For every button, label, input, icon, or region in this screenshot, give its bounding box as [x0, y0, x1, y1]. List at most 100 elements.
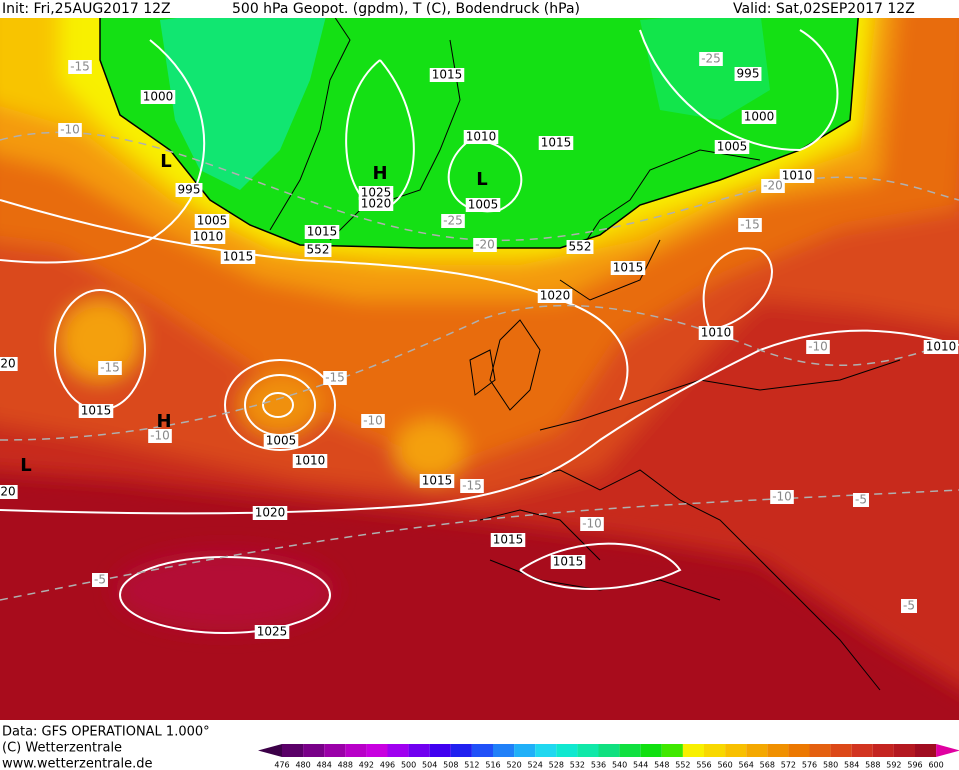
pressure-center: L [160, 151, 171, 172]
colorbar-label: 560 [717, 761, 732, 770]
colorbar-box [366, 744, 388, 757]
label-box [566, 240, 594, 254]
label-box [714, 140, 750, 154]
contour-label: -25 [701, 52, 721, 66]
label-box [358, 197, 394, 211]
colorbar-label: 476 [274, 761, 289, 770]
label-box [220, 250, 256, 264]
label-box [263, 434, 299, 448]
label-box [252, 506, 288, 520]
label-box [538, 136, 574, 150]
colorbar-label: 508 [443, 761, 458, 770]
colorbar-label: 548 [654, 761, 669, 770]
label-box [304, 243, 332, 257]
label-box [761, 179, 785, 193]
contour-label: -15 [740, 218, 760, 232]
label-box [550, 555, 586, 569]
colorbar-box [345, 744, 367, 757]
contour-label: 1025 [361, 186, 392, 200]
colorbar-label: 480 [295, 761, 310, 770]
label-box [0, 485, 18, 499]
contour-label: 1015 [493, 533, 524, 547]
colorbar-box [493, 744, 515, 757]
contour-label: -15 [100, 361, 120, 375]
label-box [698, 326, 734, 340]
label-box [806, 340, 830, 354]
label-box [923, 340, 959, 354]
colorbar-box [872, 744, 894, 757]
contour-label: -5 [903, 599, 915, 613]
label-box [463, 130, 499, 144]
colorbar-box [324, 744, 346, 757]
label-box [490, 533, 526, 547]
label-box [465, 198, 501, 212]
colorbar-label: 600 [928, 761, 943, 770]
contour-label: -10 [60, 123, 80, 137]
contour-label: -10 [808, 340, 828, 354]
contour-label: 1015 [553, 555, 584, 569]
colorbar-box [725, 744, 747, 757]
colorbar-box [640, 744, 662, 757]
colorbar-label: 584 [844, 761, 859, 770]
contour-label: 1015 [81, 404, 112, 418]
colorbar-box [788, 744, 810, 757]
contour-label: 995 [737, 67, 760, 81]
label-box [460, 479, 484, 493]
contour-label: 1015 [223, 250, 254, 264]
colorbar-box [704, 744, 726, 757]
contour-label: 1005 [717, 140, 748, 154]
colorbar-label: 540 [612, 761, 627, 770]
label-box [361, 414, 385, 428]
colorbar: 476 480 484 488 492 496 500 504 508 512 516 520 524 5… [258, 744, 959, 770]
map-area [0, 0, 959, 720]
contour-label: 1010 [295, 454, 326, 468]
colorbar-box [556, 744, 578, 757]
contour-label: 1020 [361, 197, 392, 211]
contour-label: 1015 [541, 136, 572, 150]
colorbar-label: 500 [401, 761, 416, 770]
label-box [358, 186, 394, 200]
pressure-center: H [156, 411, 171, 432]
contour-label: 1005 [266, 434, 297, 448]
label-box [779, 169, 815, 183]
contour-label: 1010 [701, 326, 732, 340]
colorbar-label: 544 [633, 761, 648, 770]
colorbar-box [450, 744, 472, 757]
contour-label: -10 [363, 414, 383, 428]
colorbar-label: 524 [528, 761, 543, 770]
colorbar-box [577, 744, 599, 757]
label-box [610, 261, 646, 275]
label-box [304, 225, 340, 239]
colorbar-label: 596 [907, 761, 922, 770]
valid-time: Valid: Sat,02SEP2017 12Z [733, 1, 915, 17]
colorbar-label: 528 [549, 761, 564, 770]
colorbar-label: 512 [464, 761, 479, 770]
contour-label: -20 [475, 238, 495, 252]
contour-label: 1005 [197, 214, 228, 228]
init-time: Init: Fri,25AUG2017 12Z [2, 1, 171, 17]
colorbar-box [661, 744, 683, 757]
colorbar-label: 556 [696, 761, 711, 770]
label-box [853, 493, 869, 507]
label-box [537, 289, 573, 303]
colorbar-label: 580 [823, 761, 838, 770]
colorbar-box [915, 744, 937, 757]
colorbar-box [851, 744, 873, 757]
label-box [323, 371, 347, 385]
colorbar-box [830, 744, 852, 757]
label-box [441, 214, 465, 228]
label-box [0, 357, 18, 371]
colorbar-box [387, 744, 409, 757]
contour-label: 1020 [255, 506, 286, 520]
contour-label: -10 [772, 490, 792, 504]
contour-label: 552 [307, 243, 330, 257]
colorbar-arrow-high [936, 744, 959, 757]
map-labels: 1015 995 -25 1000 -15 1000 -10 1010 1015 1005 L H L 1… [0, 52, 959, 639]
label-box [580, 517, 604, 531]
colorbar-label: 488 [338, 761, 353, 770]
colorbar-box [893, 744, 915, 757]
label-box [419, 474, 455, 488]
website: www.wetterzentrale.de [2, 757, 152, 770]
contour-label: -20 [763, 179, 783, 193]
